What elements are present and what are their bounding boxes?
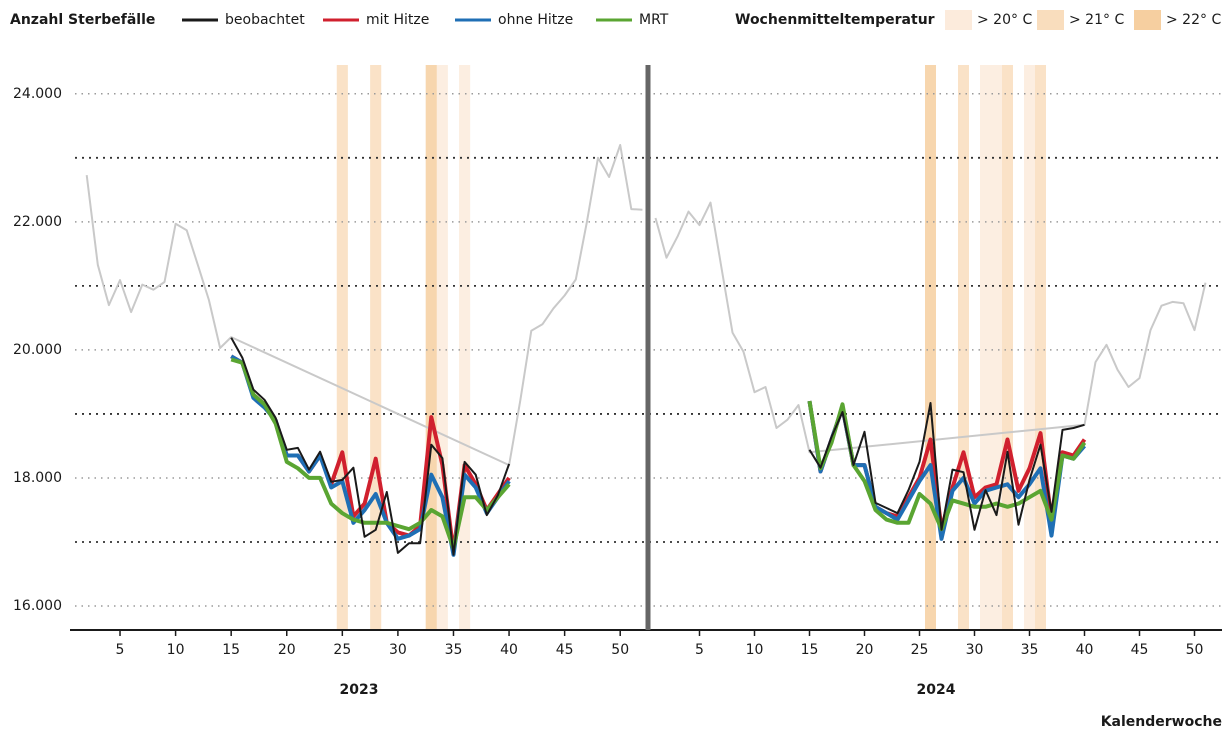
heat-band — [991, 65, 1002, 630]
legend-label: MRT — [639, 12, 669, 28]
x-tick-label: 45 — [1131, 642, 1149, 658]
heat-legend-swatch — [1134, 10, 1161, 30]
x-tick-label: 35 — [445, 642, 463, 658]
legend-label: ohne Hitze — [498, 12, 573, 28]
y-tick-label: 16.000 — [13, 598, 62, 614]
series-line — [230, 357, 511, 551]
x-tick-label: 5 — [116, 642, 125, 658]
series-line — [807, 400, 1087, 532]
background-layer — [336, 65, 1046, 630]
x-tick-label: 25 — [911, 642, 929, 658]
panel-label: 2024 — [917, 682, 956, 698]
heat-band — [336, 65, 348, 630]
x-tick-label: 30 — [966, 642, 984, 658]
x-tick-label: 35 — [1021, 642, 1039, 658]
y-tick-label: 20.000 — [13, 342, 62, 358]
x-tick-label: 15 — [801, 642, 819, 658]
heat-legend-label: > 22° C — [1166, 12, 1221, 28]
context-line — [85, 144, 643, 467]
lines-layer — [85, 144, 1207, 557]
x-tick-label: 45 — [556, 642, 574, 658]
x-tick-label: 30 — [389, 642, 407, 658]
heat-legend-swatch — [945, 10, 972, 30]
series-line — [808, 402, 1085, 531]
x-tick-label: 10 — [746, 642, 764, 658]
heat-legend-label: > 21° C — [1069, 12, 1124, 28]
x-tick-label: 20 — [278, 642, 296, 658]
heat-band — [425, 65, 437, 630]
heat-band — [980, 65, 991, 630]
y-tick-label: 18.000 — [13, 470, 62, 486]
x-tick-label: 20 — [856, 642, 874, 658]
chart-title: Anzahl Sterbefälle — [10, 12, 155, 28]
heat-band — [1035, 65, 1046, 630]
heat-band — [459, 65, 471, 630]
series-line — [230, 337, 511, 556]
x-tick-label: 5 — [695, 642, 704, 658]
legend-label: mit Hitze — [366, 12, 429, 28]
heat-band — [1024, 65, 1035, 630]
panel-label: 2023 — [340, 682, 379, 698]
x-tick-label: 40 — [500, 642, 518, 658]
y-tick-label: 22.000 — [13, 214, 62, 230]
heat-band — [370, 65, 382, 630]
x-tick-label: 10 — [167, 642, 185, 658]
heat-band — [925, 65, 936, 630]
y-tick-label: 24.000 — [13, 86, 62, 102]
x-tick-label: 50 — [611, 642, 629, 658]
heat-band — [1002, 65, 1013, 630]
heat-legend-swatch — [1037, 10, 1064, 30]
context-line — [654, 201, 1207, 454]
heat-band — [958, 65, 969, 630]
x-tick-label: 25 — [333, 642, 351, 658]
x-axis-label: Kalenderwoche — [1101, 714, 1222, 730]
x-tick-label: 15 — [222, 642, 240, 658]
heat-legend-label: > 20° C — [977, 12, 1032, 28]
x-tick-label: 50 — [1186, 642, 1204, 658]
legend-label: beobachtet — [225, 12, 305, 28]
heat-legend-title: Wochenmitteltemperatur — [735, 12, 935, 28]
heat-band — [436, 65, 448, 630]
x-tick-label: 40 — [1076, 642, 1094, 658]
